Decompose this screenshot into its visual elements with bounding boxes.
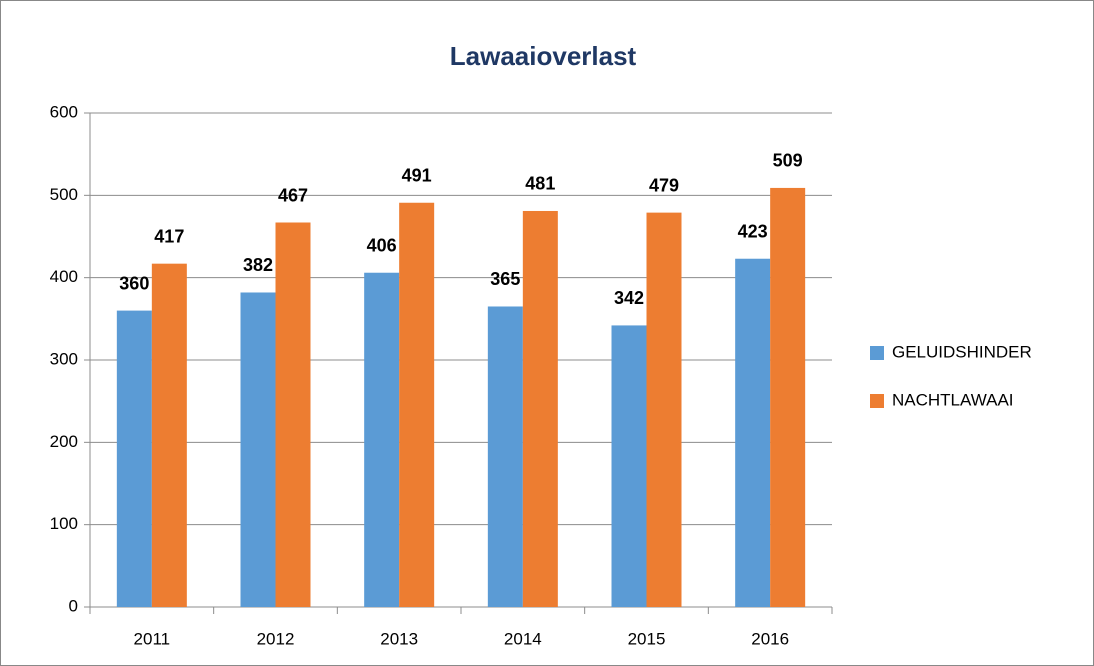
x-tick-label: 2016 bbox=[751, 629, 789, 648]
y-tick-label: 200 bbox=[50, 432, 78, 451]
data-label: 417 bbox=[154, 226, 184, 246]
data-label: 342 bbox=[614, 288, 644, 308]
data-label: 382 bbox=[243, 255, 273, 275]
data-label: 509 bbox=[773, 151, 803, 171]
bar bbox=[399, 202, 435, 607]
data-label: 491 bbox=[402, 165, 432, 185]
bar bbox=[151, 263, 187, 607]
bar bbox=[735, 258, 771, 607]
bar bbox=[275, 222, 311, 607]
data-label: 479 bbox=[649, 175, 679, 195]
data-label: 365 bbox=[490, 269, 520, 289]
data-label: 481 bbox=[525, 174, 555, 194]
data-label: 406 bbox=[367, 235, 397, 255]
legend-swatch bbox=[870, 346, 884, 360]
x-tick-label: 2011 bbox=[134, 629, 171, 648]
bar bbox=[116, 310, 152, 607]
x-tick-label: 2012 bbox=[257, 629, 295, 648]
data-label: 360 bbox=[119, 273, 149, 293]
bar bbox=[611, 325, 647, 607]
bar bbox=[770, 187, 806, 607]
bar bbox=[364, 272, 400, 607]
x-tick-label: 2013 bbox=[380, 629, 418, 648]
y-tick-label: 100 bbox=[50, 514, 78, 533]
y-tick-label: 0 bbox=[69, 596, 78, 615]
legend-label: NACHTLAWAAI bbox=[892, 390, 1014, 409]
legend-swatch bbox=[870, 394, 884, 408]
x-tick-label: 2014 bbox=[504, 629, 542, 648]
bar bbox=[487, 306, 523, 607]
chart-title: Lawaaioverlast bbox=[450, 41, 637, 71]
bar bbox=[240, 292, 276, 607]
data-label: 467 bbox=[278, 185, 308, 205]
legend-label: GELUIDSHINDER bbox=[892, 342, 1032, 361]
y-tick-label: 600 bbox=[50, 102, 78, 121]
x-tick-label: 2015 bbox=[628, 629, 666, 648]
y-tick-label: 400 bbox=[50, 267, 78, 286]
bar bbox=[646, 212, 682, 607]
bar bbox=[522, 210, 558, 607]
y-tick-label: 300 bbox=[50, 349, 78, 368]
y-tick-label: 500 bbox=[50, 185, 78, 204]
data-label: 423 bbox=[738, 221, 768, 241]
